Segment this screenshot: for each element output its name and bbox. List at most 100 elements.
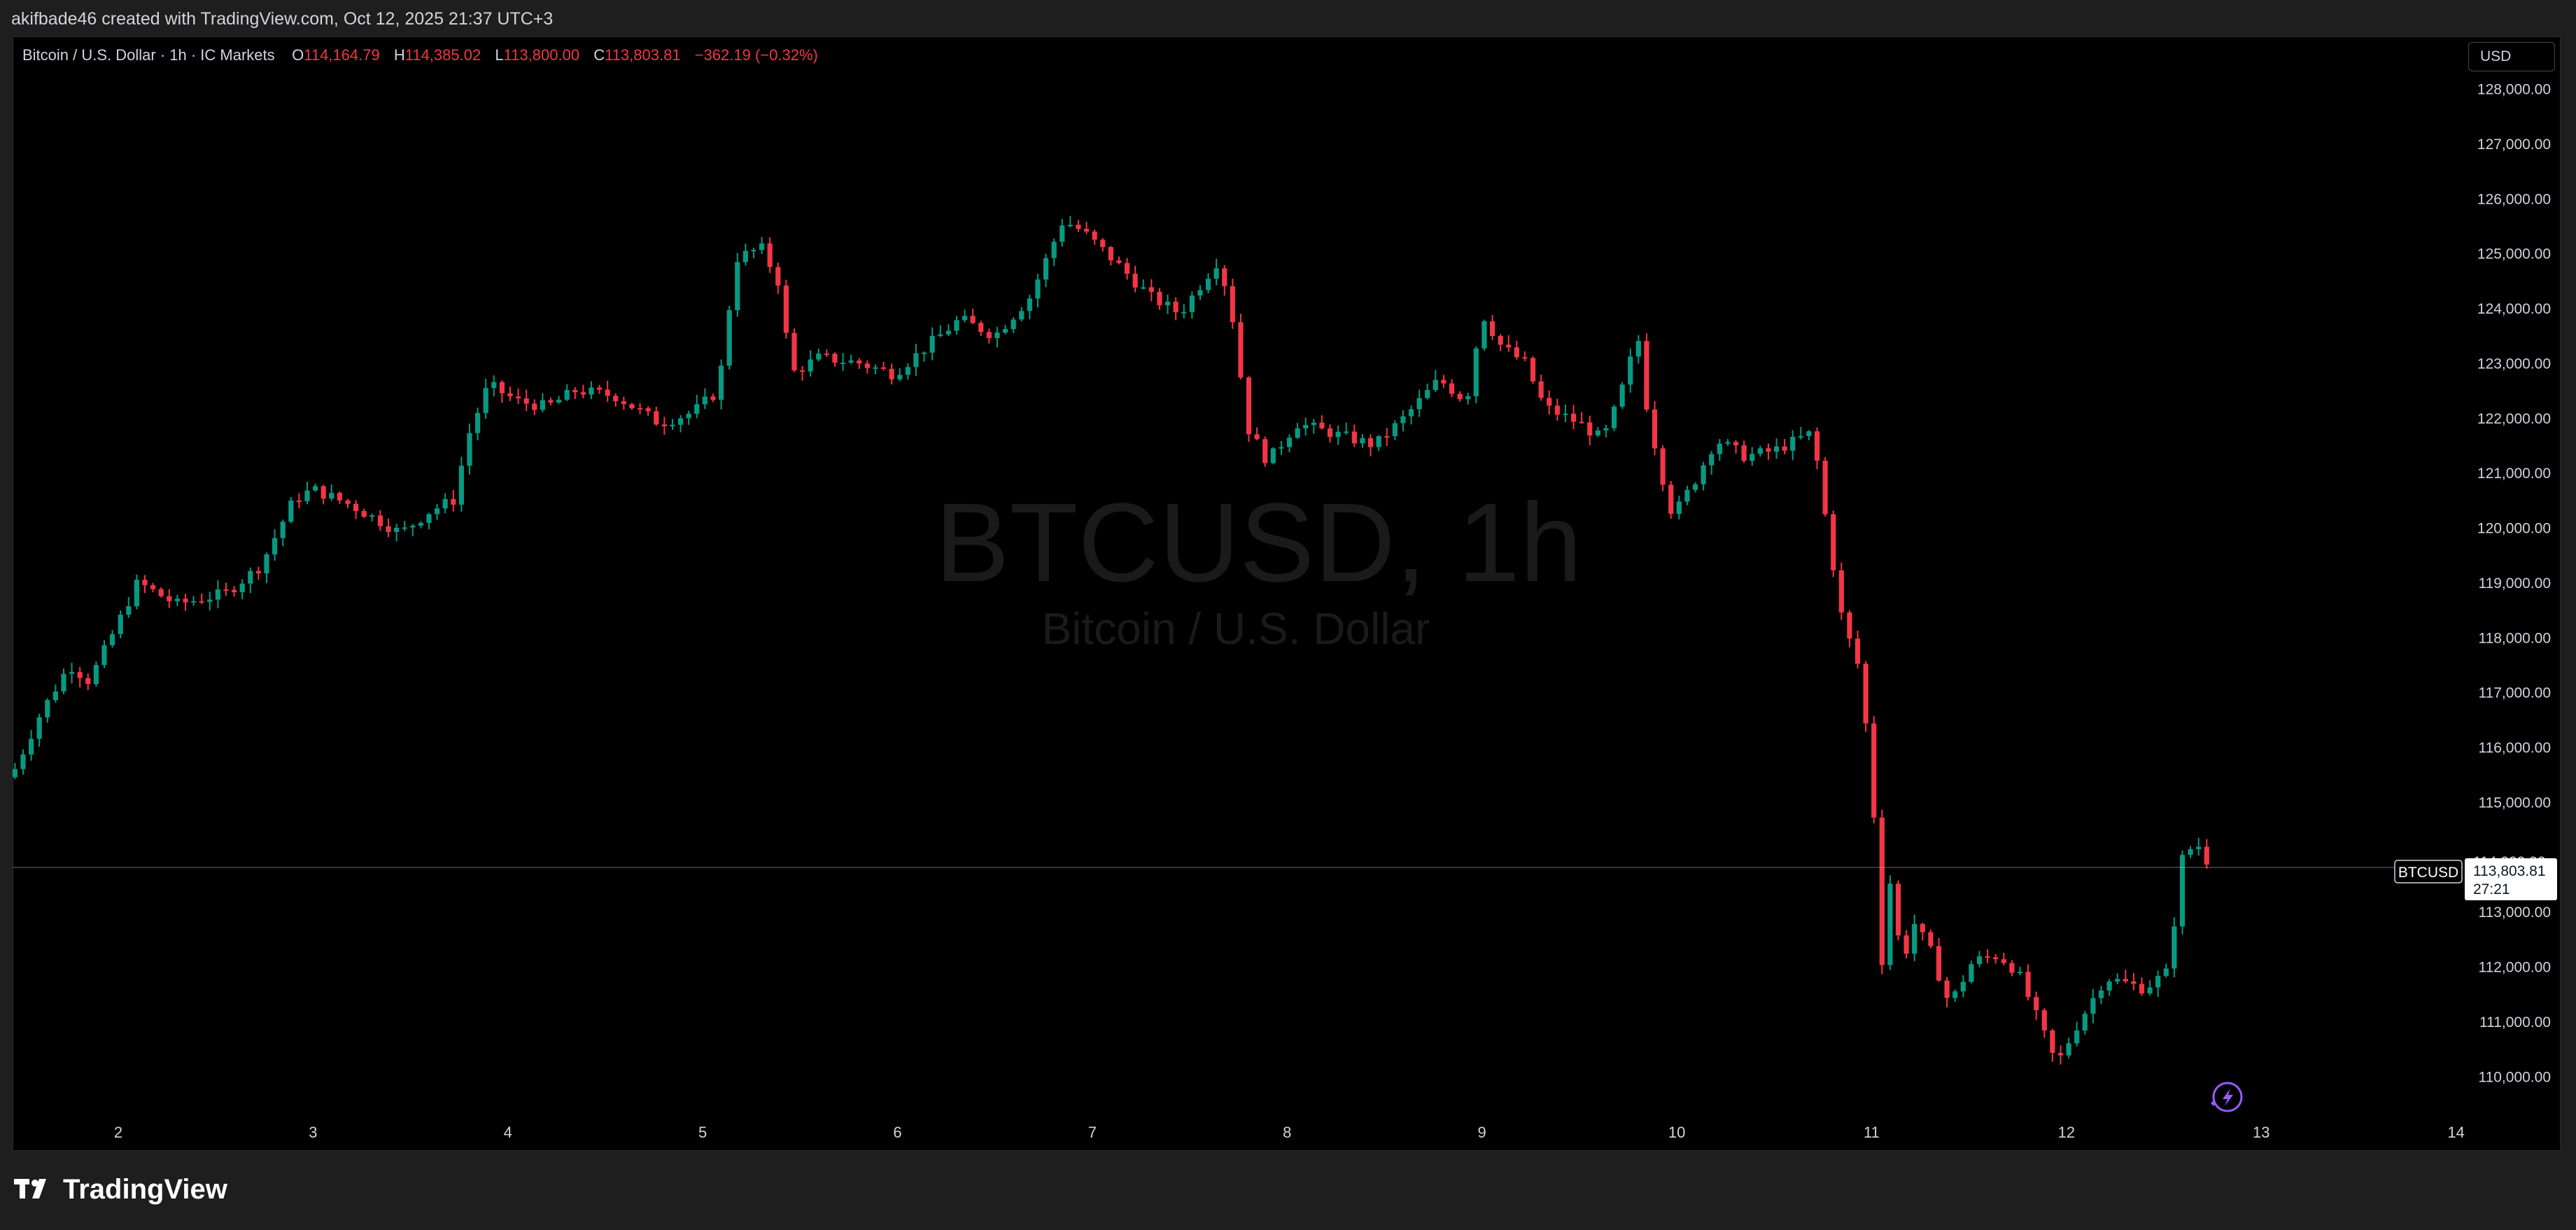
candle-body	[45, 700, 50, 718]
candle-body	[1611, 406, 1617, 428]
candle-body	[1132, 274, 1138, 288]
candle-body	[1766, 448, 1771, 452]
candle-body	[1344, 431, 1349, 433]
legend-close-value: 113,803.81	[605, 46, 681, 64]
candle-body	[775, 267, 781, 286]
candle-body	[109, 634, 115, 645]
candle-body	[621, 401, 626, 405]
x-tick-label: 3	[309, 1124, 317, 1141]
candle-body	[1367, 438, 1374, 447]
candle-body	[954, 320, 959, 331]
candle-body	[1213, 268, 1219, 279]
candle-body	[986, 332, 992, 338]
candle-body	[799, 370, 805, 372]
candle-body	[101, 645, 107, 665]
candle-body	[2001, 959, 2006, 963]
candle-body	[434, 508, 440, 515]
candle-body	[1985, 956, 1990, 958]
candle-body	[442, 498, 448, 509]
candle-body	[12, 769, 17, 778]
candle-body	[1960, 981, 1966, 992]
candle-body	[199, 601, 204, 603]
candle-body	[2115, 979, 2120, 982]
candle-body	[962, 316, 968, 321]
candle-body	[458, 466, 464, 505]
candle-body	[889, 368, 894, 379]
candle-body	[1709, 454, 1715, 466]
y-tick-label: 128,000.00	[2477, 82, 2551, 98]
candle-body	[418, 522, 423, 526]
candle-body	[507, 393, 513, 397]
candle-body	[142, 580, 148, 585]
candle-body	[2098, 990, 2104, 998]
candles-layer	[12, 216, 2209, 1065]
candle-body	[2163, 968, 2169, 977]
candle-body	[848, 360, 854, 363]
chart-pane[interactable]	[13, 36, 2561, 1151]
y-tick-label: 127,000.00	[2477, 137, 2551, 153]
price-tag-bg	[2465, 858, 2557, 900]
legend-close-label: C	[593, 46, 605, 64]
candle-body	[1164, 301, 1171, 306]
candle-body	[1327, 428, 1333, 438]
candle-body	[767, 243, 773, 267]
candle-body	[1100, 239, 1106, 247]
candle-body	[1051, 242, 1057, 258]
candle-body	[167, 596, 172, 601]
attribution-text: akifbade46 created with TradingView.com,…	[11, 9, 554, 29]
candle-body	[36, 717, 42, 739]
candle-body	[1311, 422, 1316, 426]
y-tick-label: 122,000.00	[2477, 411, 2551, 427]
candle-body	[735, 262, 740, 311]
candle-body	[1773, 446, 1780, 452]
candle-body	[556, 399, 562, 403]
time-axis: 2 3 4 5 6 7 8 9 10 11 12 13 14	[114, 1124, 2465, 1141]
candle-body	[1457, 393, 1463, 400]
candle-body	[1141, 287, 1146, 289]
candle-body	[1684, 489, 1690, 502]
candle-body	[2074, 1030, 2080, 1044]
candle-body	[670, 424, 675, 426]
candle-body	[467, 433, 472, 466]
candle-body	[1506, 344, 1512, 348]
candle-body	[1108, 246, 1113, 260]
candle-body	[686, 414, 691, 419]
candle-body	[1628, 356, 1633, 385]
candle-body	[718, 365, 724, 400]
candle-body	[1928, 932, 1934, 946]
candle-body	[2131, 981, 2137, 984]
candle-body	[2204, 846, 2209, 865]
candle-body	[2017, 972, 2023, 974]
y-tick-label: 115,000.00	[2478, 795, 2551, 811]
top-bar: akifbade46 created with TradingView.com,…	[0, 0, 2576, 36]
candle-body	[824, 354, 829, 356]
candle-body	[873, 367, 878, 369]
candle-body	[288, 500, 294, 522]
candle-body	[126, 606, 132, 615]
y-tick-label: 121,000.00	[2477, 466, 2551, 482]
candle-body	[402, 527, 407, 529]
candle-body	[1197, 290, 1203, 296]
candle-body	[1262, 439, 1268, 463]
legend-change-value: −362.19 (−0.32%)	[694, 46, 818, 64]
y-tick-label: 120,000.00	[2477, 521, 2551, 537]
candle-body	[816, 354, 822, 360]
candle-body	[759, 243, 765, 250]
candle-body	[1750, 454, 1755, 461]
candle-body	[857, 360, 862, 364]
candle-body	[978, 323, 984, 333]
symbol-legend[interactable]: Bitcoin / U.S. Dollar · 1h · IC Markets …	[22, 45, 828, 66]
candle-body	[1790, 436, 1796, 451]
tradingview-logo[interactable]: TradingView	[14, 1172, 227, 1207]
y-tick-label: 119,000.00	[2478, 575, 2551, 592]
candle-body	[134, 580, 139, 606]
lightning-icon	[2211, 1082, 2243, 1112]
candle-body	[2172, 926, 2177, 969]
currency-button[interactable]: USD	[2468, 42, 2555, 71]
candle-body	[1279, 447, 1284, 449]
y-tick-label: 113,000.00	[2478, 904, 2551, 921]
candle-body	[808, 359, 813, 372]
candle-body	[1993, 957, 1999, 960]
candle-body	[1912, 923, 1917, 954]
